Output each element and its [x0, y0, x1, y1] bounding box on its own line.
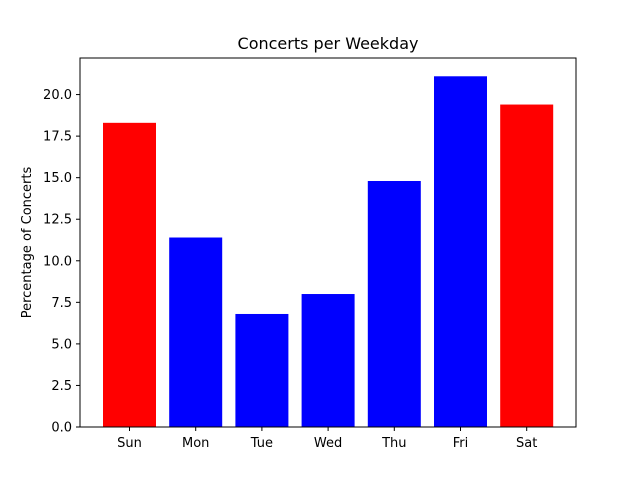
y-axis: 0.0 2.5 5.0 7.5 10.0 12.5 15.0 17.5 20.0 [43, 88, 80, 436]
bar-tue [235, 313, 289, 427]
bar-thu [367, 181, 421, 427]
y-tick-label: 10.0 [43, 254, 72, 269]
y-tick-label: 15.0 [43, 171, 72, 186]
bar-mon [169, 237, 223, 427]
y-tick-label: 17.5 [43, 130, 72, 145]
x-tick-label: Sat [516, 436, 537, 451]
y-tick-label: 0.0 [51, 421, 72, 436]
bar-wed [301, 294, 355, 427]
y-axis-label: Percentage of Concerts [20, 166, 35, 318]
y-tick-label: 7.5 [51, 296, 72, 311]
bar-sat [500, 104, 554, 428]
x-tick-label: Mon [182, 436, 209, 451]
y-tick-label: 12.5 [43, 213, 72, 228]
chart-title: Concerts per Weekday [238, 34, 419, 53]
x-tick-label: Thu [381, 436, 406, 451]
bars-group [103, 76, 554, 428]
x-tick-label: Wed [314, 436, 342, 451]
y-tick-label: 5.0 [51, 337, 72, 352]
x-axis: Sun Mon Tue Wed Thu Fri Sat [117, 427, 537, 451]
x-tick-label: Sun [117, 436, 142, 451]
x-tick-label: Tue [250, 436, 273, 451]
x-tick-label: Fri [453, 436, 469, 451]
bar-fri [434, 76, 487, 427]
y-tick-label: 20.0 [43, 88, 72, 103]
bar-sun [103, 122, 156, 427]
y-tick-label: 2.5 [51, 379, 72, 394]
